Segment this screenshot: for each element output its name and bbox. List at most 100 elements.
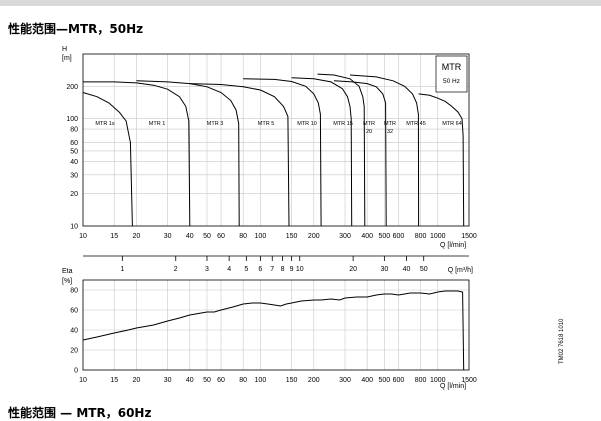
eta-y-tick-label: 80 [70,288,78,295]
eta-x-tick-label: 500 [379,377,391,384]
curve-label: MTR [363,121,375,127]
curve-label: 20 [366,129,372,135]
head-x-tick-label: 300 [339,233,351,240]
legend-title: MTR [442,62,462,72]
head-x-tick-label: 40 [186,233,194,240]
curve-label: MTR 64 [442,121,462,127]
head-x-tick-label: 100 [255,233,267,240]
head-y-tick-label: 50 [70,148,78,155]
curve-mtr-20 [317,73,366,227]
curve-mtr-1 [83,81,191,227]
head-x-tick-label: 200 [308,233,320,240]
head-x-tick-label: 1000 [430,233,446,240]
eta-x-axis-label: Q [l/min] [440,383,466,390]
eta-x-tick-label: 150 [286,377,298,384]
eta-x-tick-label: 15 [110,377,118,384]
head-x-tick-label: 30 [164,233,172,240]
curve-mtr-15 [291,77,353,227]
head-y-tick-label: 200 [66,84,78,91]
curve-mtr-5 [189,83,290,227]
head-y-tick-label: 10 [70,224,78,231]
m3h-axis: 1 2 3 4 5 6 7 8 9 10 20 30 40 50 Q [m³/h] [83,255,473,274]
eta-x-tick-label: 800 [415,377,427,384]
eta-x-tick-label: 20 [132,377,140,384]
m3h-tick-label: 1 [120,266,124,273]
efficiency-chart: 10 15 20 30 40 50 60 80 100 150 200 300 400 500 600 800… [62,268,477,390]
eta-y-axis-unit: [%] [62,278,72,285]
head-y-axis-unit: [m] [62,55,72,62]
head-y-tick-label: 60 [70,140,78,147]
curve-mtr-1s [82,92,133,227]
m3h-tick-label: 9 [290,266,294,273]
eta-x-tick-label: 80 [239,377,247,384]
head-x-tick-label: 50 [203,233,211,240]
curve-mtr-32 [333,80,387,227]
legend-subtitle: 50 Hz [443,78,460,85]
head-x-tick-label: 10 [79,233,87,240]
head-y-tick-label: 100 [66,116,78,123]
m3h-axis-label: Q [m³/h] [448,267,473,274]
m3h-tick-label: 10 [296,266,304,273]
m3h-tick-label: 3 [205,266,209,273]
eta-y-axis-label: Eta [62,268,73,275]
eta-x-tick-label: 40 [186,377,194,384]
head-y-tick-label: 20 [70,191,78,198]
head-y-tick-label: 40 [70,159,78,166]
curve-label: MTR [384,121,396,127]
curve-label: MTR 1 [149,121,166,127]
eta-x-tick-label: 1500 [461,377,477,384]
m3h-tick-label: 6 [258,266,262,273]
head-x-tick-label: 15 [110,233,118,240]
curve-label: MTR 45 [406,121,426,127]
head-x-tick-label: 400 [361,233,373,240]
head-x-tick-label: 150 [286,233,298,240]
head-x-tick-label: 800 [415,233,427,240]
legend-box [435,55,468,93]
head-x-axis-label: Q [l/min] [440,242,466,249]
curve-label: MTR 5 [258,121,275,127]
m3h-tick-label: 8 [281,266,285,273]
curve-label: 32 [387,129,393,135]
eta-x-tick-label: 300 [339,377,351,384]
eta-y-tick-label: 40 [70,328,78,335]
eta-x-tick-label: 400 [361,377,373,384]
head-y-tick-label: 30 [70,172,78,179]
head-legend: MTR 50 Hz [435,55,468,93]
eta-x-tick-label: 60 [217,377,225,384]
eta-x-tick-label: 30 [164,377,172,384]
efficiency-curve [82,290,465,371]
m3h-tick-label: 2 [174,266,178,273]
eta-plot-frame [82,279,470,371]
curve-label: MTR 3 [207,121,224,127]
performance-chart: 10 15 20 30 40 50 60 80 100 150 200 300 400 500 600 800… [62,46,565,390]
document-code: TM02 7618 1010 [559,318,565,364]
curve-mtr-64 [418,93,465,227]
head-x-tick-label: 600 [393,233,405,240]
curve-label: MTR 10 [297,121,317,127]
eta-x-tick-label: 10 [79,377,87,384]
curve-label: MTR 15 [333,121,353,127]
eta-x-tick-label: 600 [393,377,405,384]
head-x-tick-label: 60 [217,233,225,240]
m3h-tick-label: 20 [349,266,357,273]
head-x-tick-label: 20 [132,233,140,240]
page-title: 性能范围—MTR，50Hz [8,22,144,36]
head-x-tick-label: 80 [239,233,247,240]
head-y-tick-label: 80 [70,127,78,134]
m3h-tick-label: 40 [403,266,411,273]
m3h-tick-label: 50 [420,266,428,273]
curve-mtr-10 [243,78,322,227]
eta-x-tick-label: 1000 [430,377,446,384]
head-x-tick-label: 500 [379,233,391,240]
curve-mtr-3 [136,80,240,227]
top-divider [0,0,601,6]
m3h-tick-label: 30 [380,266,388,273]
eta-x-tick-label: 50 [203,377,211,384]
head-chart: 10 15 20 30 40 50 60 80 100 150 200 300 400 500 600 800… [62,46,477,249]
head-x-tick-label: 1500 [461,233,477,240]
head-y-axis-label: H [62,46,67,53]
eta-x-tick-label: 100 [255,377,267,384]
m3h-tick-label: 7 [270,266,274,273]
eta-y-tick-label: 0 [74,368,78,375]
head-plot-frame [82,53,470,227]
